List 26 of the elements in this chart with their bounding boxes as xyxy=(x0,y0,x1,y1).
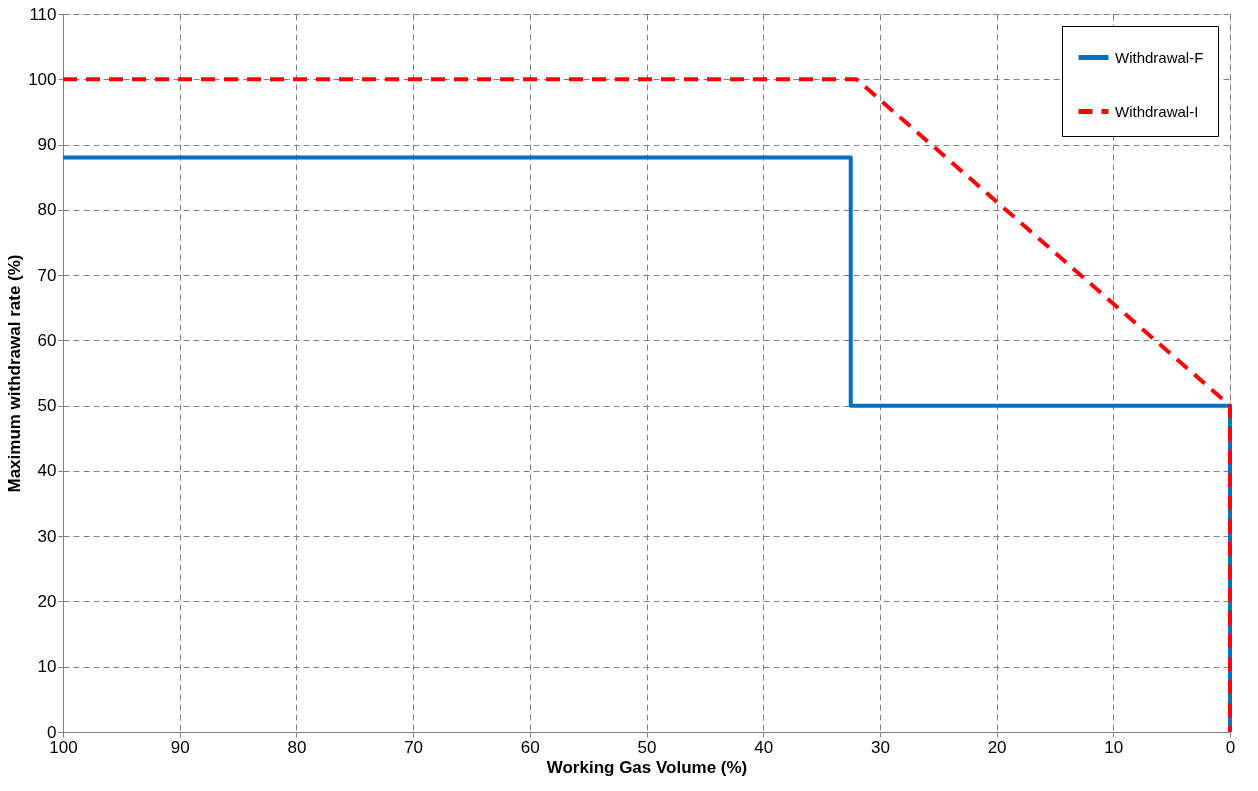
x-tick-label: 10 xyxy=(1104,737,1124,757)
y-tick-label: 30 xyxy=(37,526,57,546)
y-tick-label: 60 xyxy=(37,330,57,350)
y-tick-label: 100 xyxy=(28,69,57,89)
y-tick-label: 110 xyxy=(29,4,57,24)
x-tick-label: 80 xyxy=(287,737,307,757)
x-axis-title: Working Gas Volume (%) xyxy=(546,757,748,777)
x-tick-label: 50 xyxy=(637,737,657,757)
y-tick-label: 90 xyxy=(37,135,57,155)
y-tick-label: 50 xyxy=(37,396,57,416)
y-tick-label: 40 xyxy=(37,461,57,481)
y-tick-label: 20 xyxy=(37,591,57,611)
x-tick-label: 20 xyxy=(987,737,1007,757)
y-axis-title: Maximum withdrawal rate (%) xyxy=(5,254,25,493)
x-tick-label: 40 xyxy=(754,737,774,757)
y-tick-label: 0 xyxy=(47,722,57,742)
x-tick-label: 30 xyxy=(870,737,890,757)
legend-label: Withdrawal-F xyxy=(1115,48,1204,66)
x-tick-label: 90 xyxy=(170,737,190,757)
y-tick-label: 70 xyxy=(37,265,57,285)
x-tick-label: 70 xyxy=(404,737,424,757)
x-tick-label: 60 xyxy=(520,737,540,757)
x-tick-label: 0 xyxy=(1225,737,1236,757)
legend-label: Withdrawal-I xyxy=(1115,102,1199,120)
y-tick-label: 10 xyxy=(37,657,57,677)
y-tick-label: 80 xyxy=(37,200,57,220)
